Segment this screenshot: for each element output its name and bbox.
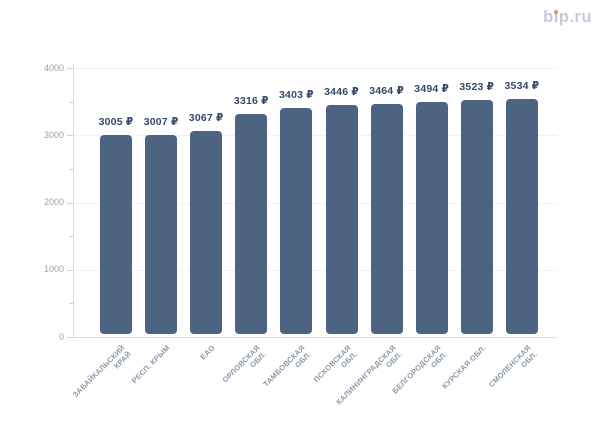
- gridline: [74, 135, 557, 137]
- chart-bar[interactable]: [100, 134, 132, 334]
- y-axis-tick-mark: [67, 68, 73, 69]
- y-axis-tick-mark: [67, 202, 73, 204]
- y-axis-tick-label: 3000: [43, 129, 64, 140]
- logo-text: p.ru: [558, 8, 592, 26]
- chart-bar[interactable]: [325, 105, 358, 334]
- site-logo[interactable]: bı p.ru: [543, 8, 592, 26]
- y-axis-tick-label: 1000: [43, 264, 64, 275]
- chart-bar[interactable]: [415, 102, 448, 334]
- chart-bar[interactable]: [145, 134, 178, 334]
- y-axis-tick-label: 2000: [43, 197, 64, 207]
- bar-value-label: 3494 ₽: [414, 83, 450, 96]
- bar-value-label: 3005 ₽: [98, 115, 134, 128]
- gridline: [74, 269, 557, 271]
- x-axis-category-label: ЗАБАЙКАЛЬСКИЙ КРАЙ: [70, 343, 133, 400]
- chart-bar[interactable]: [370, 104, 403, 334]
- logo-text: b: [543, 8, 554, 26]
- bar-value-label: 3403 ₽: [278, 89, 314, 102]
- y-axis-tick-mark: [67, 269, 73, 271]
- gridline: [74, 68, 557, 69]
- bar-value-label: 3523 ₽: [459, 81, 495, 94]
- y-axis-minor-tick-mark: [69, 101, 73, 103]
- y-axis-line: [73, 63, 74, 338]
- chart-bar[interactable]: [460, 100, 493, 334]
- x-axis-line: [73, 337, 557, 338]
- chart-bar[interactable]: [235, 113, 268, 334]
- y-axis-tick-label: 4000: [43, 62, 64, 73]
- bar-value-label: 3446 ₽: [324, 86, 359, 99]
- gridline: [74, 202, 557, 204]
- bar-value-label: 3464 ₽: [369, 85, 404, 98]
- bar-value-label: 3316 ₽: [233, 94, 269, 107]
- y-axis-tick-mark: [67, 337, 73, 338]
- logo-i-dot: [554, 10, 559, 15]
- bar-value-label: 3534 ₽: [504, 80, 540, 93]
- chart-bar[interactable]: [280, 108, 313, 334]
- y-axis-tick-label: 0: [58, 331, 64, 342]
- bar-value-label: 3007 ₽: [143, 115, 179, 128]
- logo-text: ı: [553, 8, 559, 26]
- y-axis-minor-tick-mark: [69, 236, 73, 238]
- y-axis-minor-tick-mark: [69, 168, 73, 170]
- y-axis-tick-mark: [67, 135, 73, 137]
- y-axis-minor-tick-mark: [69, 303, 73, 305]
- chart-bar[interactable]: [190, 130, 223, 334]
- bar-value-label: 3067 ₽: [188, 111, 224, 124]
- chart-bar[interactable]: [505, 99, 538, 334]
